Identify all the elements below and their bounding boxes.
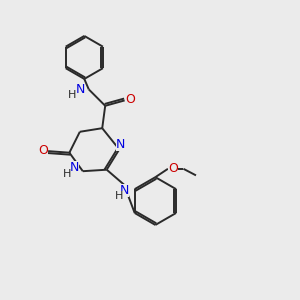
- Text: H: H: [68, 90, 76, 100]
- Text: O: O: [168, 162, 178, 175]
- Text: N: N: [76, 83, 85, 96]
- Text: O: O: [125, 93, 135, 106]
- Text: N: N: [70, 161, 79, 174]
- Text: H: H: [63, 169, 71, 178]
- Text: O: O: [38, 144, 48, 157]
- Text: H: H: [115, 191, 123, 201]
- Text: N: N: [120, 184, 129, 196]
- Text: N: N: [116, 137, 125, 151]
